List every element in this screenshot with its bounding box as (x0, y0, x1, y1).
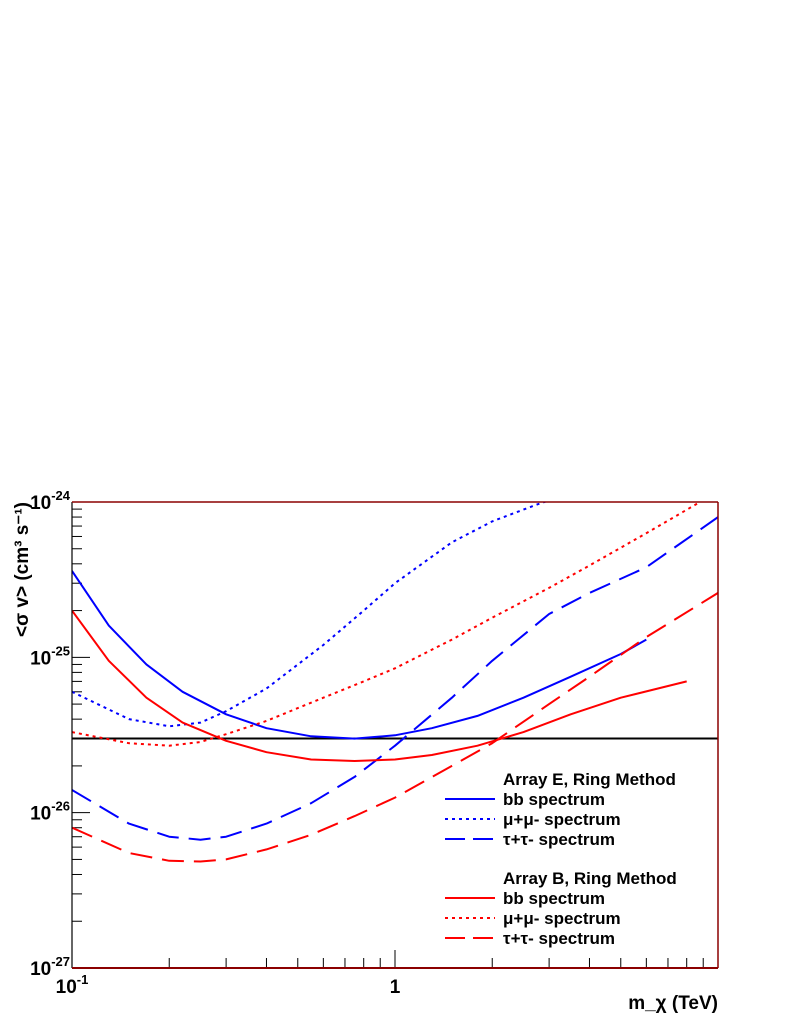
plot-frame (71, 501, 719, 969)
y-tick-label: 10-24 (30, 488, 71, 514)
y-tick-label: 10-26 (30, 799, 70, 825)
x-tick-label: 1 (390, 977, 401, 998)
legend-entry: bb spectrum (503, 889, 605, 908)
legend-entry: τ+τ- spectrum (503, 929, 615, 948)
legend-group-title: Array B, Ring Method (503, 869, 677, 888)
series-array-e-solid (72, 570, 647, 740)
x-tick-label-base: 1 (390, 977, 401, 998)
y-tick-label: 10-27 (30, 954, 70, 980)
x-tick-label-exp: -1 (77, 972, 89, 987)
legend-entry: μ+μ- spectrum (503, 909, 621, 928)
y-tick-label-exp: -25 (51, 643, 70, 658)
legend-entry: μ+μ- spectrum (503, 810, 621, 829)
y-tick-label-exp: -27 (51, 954, 70, 969)
y-tick-label-exp: -24 (51, 488, 71, 503)
series-array-e-dotted (72, 502, 548, 728)
y-tick-label-base: 10 (30, 959, 51, 980)
series-array-e-dashed (72, 516, 718, 841)
x-tick-label-base: 10 (56, 977, 77, 998)
axis-ticks (72, 508, 704, 968)
series-array-b-solid (72, 610, 687, 762)
x-tick-label: 10-1 (56, 972, 89, 998)
x-axis-title: m_χ (TeV) (628, 993, 718, 1014)
y-tick-label: 10-25 (30, 643, 70, 669)
y-tick-label-base: 10 (30, 493, 51, 514)
series-group (72, 502, 718, 863)
series-array-b-dashed (72, 592, 718, 863)
legend-entry: τ+τ- spectrum (503, 830, 615, 849)
legend-entry: bb spectrum (503, 790, 605, 809)
y-tick-label-base: 10 (30, 804, 51, 825)
y-axis-title: <σ v> (cm³ s⁻¹) (12, 502, 33, 637)
y-tick-label-exp: -26 (51, 799, 70, 814)
legend-group-title: Array E, Ring Method (503, 770, 676, 789)
y-tick-label-base: 10 (30, 648, 51, 669)
axis-titles: m_χ (TeV) <σ v> (cm³ s⁻¹) (12, 502, 718, 1014)
